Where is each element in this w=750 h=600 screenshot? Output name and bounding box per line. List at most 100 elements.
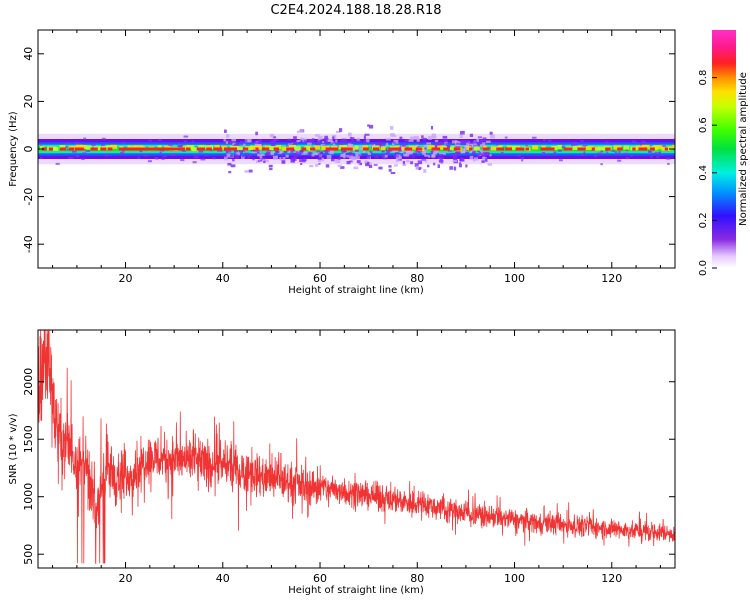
snr-xtick-label: 80 — [410, 572, 424, 585]
spectrogram-speckle — [450, 142, 456, 145]
spectrogram-blob — [205, 145, 214, 150]
spectrogram-blob — [497, 145, 503, 150]
spectrogram-speckle — [71, 150, 77, 153]
spectrogram-peak — [617, 147, 623, 151]
snr-xtick-label: 20 — [119, 572, 133, 585]
spectrogram-peak — [340, 147, 350, 151]
spectrogram-speckle — [442, 135, 448, 139]
spectrogram-speckle — [337, 157, 341, 160]
spectrogram-peak — [132, 147, 147, 151]
spectrogram-speckle — [390, 171, 396, 175]
spectrogram-speckle — [437, 142, 440, 146]
spectrogram-blob — [667, 146, 673, 151]
spectrogram-speckle — [616, 152, 619, 155]
spectrogram-speckle — [81, 158, 85, 161]
spectrogram-speckle — [395, 159, 399, 163]
spectrogram-speckle — [654, 152, 658, 155]
spectrogram-speckle — [431, 133, 436, 138]
spectrogram-speckle — [465, 151, 469, 155]
spectrogram-speckle — [355, 148, 359, 152]
spectrogram-blob — [437, 145, 444, 150]
spectrogram-speckle — [359, 145, 362, 149]
spectrogram-speckle — [350, 137, 355, 142]
spectrogram-speckle — [230, 164, 236, 168]
spectrogram-speckle — [558, 159, 563, 162]
colorbar-tick-label: 0.0 — [698, 260, 709, 276]
spectrogram-speckle — [248, 169, 253, 173]
spectrogram-blob — [221, 145, 227, 150]
spectrogram-speckle — [267, 153, 271, 156]
spectrogram-speckle — [343, 154, 346, 159]
colorbar-tick-label: 0.6 — [698, 117, 709, 133]
spectrogram-speckle — [600, 163, 603, 166]
spectrogram-peak — [540, 147, 549, 151]
spectrogram-speckle — [422, 147, 427, 150]
spectrogram-speckle — [235, 155, 239, 160]
spectrogram-speckle — [344, 149, 347, 153]
spectrogram-speckle — [290, 151, 294, 154]
spectrogram-speckle — [177, 142, 181, 145]
spectrogram-speckle — [148, 139, 153, 142]
spectrogram-speckle — [423, 169, 427, 173]
spectrogram-peak — [577, 147, 586, 151]
snr-axes: 20 40 60 80 100 120 500 1000 1500 2000 — [22, 330, 675, 585]
spectrogram-speckle — [291, 153, 295, 156]
spectrogram-speckle — [139, 150, 143, 153]
spectrogram-speckle — [477, 143, 481, 147]
spectrogram-speckle — [316, 150, 321, 153]
spectrogram-speckle — [67, 156, 72, 159]
spectrogram-speckle — [230, 154, 234, 158]
spectrogram-speckle — [323, 150, 326, 153]
spectrogram-speckle — [417, 160, 423, 165]
spectrogram-speckle — [487, 163, 493, 166]
spectrogram-peak — [638, 147, 648, 151]
spectrogram-speckle — [344, 156, 348, 159]
spectrogram-speckle — [614, 151, 617, 154]
spectrogram-speckle — [314, 134, 320, 137]
spectrogram-speckle — [409, 136, 415, 140]
snr-ytick-label: 500 — [22, 544, 35, 565]
spectrogram-speckle — [495, 143, 500, 146]
spectrogram-speckle — [428, 136, 432, 140]
spectrogram-speckle — [408, 139, 414, 142]
spectrogram-blob — [490, 146, 499, 151]
spectrogram-speckle — [295, 151, 299, 154]
spectrogram-blob — [127, 145, 136, 150]
spectrogram-speckle — [232, 159, 235, 162]
spectrogram-ytick-label: 20 — [22, 94, 35, 108]
spectrogram-speckle — [448, 149, 452, 152]
spectrogram-speckle — [329, 150, 334, 155]
spectrogram-peak — [605, 147, 611, 151]
spectrogram-speckle — [147, 160, 153, 163]
spectrogram-speckle — [287, 138, 292, 141]
spectrogram-blob — [288, 144, 297, 149]
spectrogram-speckle — [319, 151, 323, 155]
spectrogram-speckle — [574, 143, 579, 146]
spectrogram-blob — [473, 146, 480, 151]
spectrogram-speckle — [180, 159, 185, 162]
spectrogram-speckle — [647, 151, 653, 154]
spectrogram-speckle — [227, 162, 232, 166]
spectrogram-speckle — [327, 139, 333, 142]
spectrogram-speckle — [412, 152, 418, 156]
snr-ylabel: SNR (10 * v/v) — [8, 413, 19, 484]
spectrogram-speckle — [460, 141, 466, 144]
spectrogram-speckle — [223, 156, 228, 161]
spectrogram-blob — [427, 145, 435, 150]
spectrogram-blob — [338, 145, 348, 150]
colorbar-tick-label: 0.8 — [698, 70, 709, 86]
spectrogram-speckle — [200, 158, 206, 161]
spectrogram-speckle — [281, 160, 286, 164]
spectrogram-speckle — [481, 155, 486, 158]
spectrogram-peak — [206, 147, 212, 151]
spectrogram-speckle — [307, 138, 313, 141]
spectrogram-speckle — [143, 154, 149, 157]
spectrogram-peak — [415, 147, 423, 151]
spectrogram-blob — [572, 145, 582, 150]
spectrogram-speckle — [193, 153, 198, 156]
spectrogram-speckle — [439, 143, 443, 146]
spectrogram-speckle — [516, 154, 522, 157]
spectrogram-speckle — [236, 152, 240, 156]
spectrogram-speckle — [474, 157, 479, 161]
